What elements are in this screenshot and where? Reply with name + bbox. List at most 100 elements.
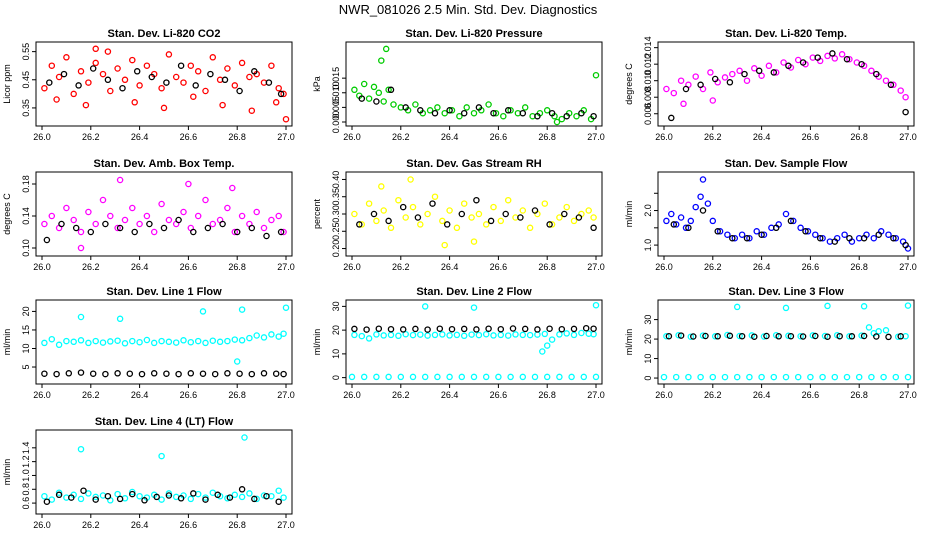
- data-point: [521, 104, 529, 111]
- data-point: [402, 214, 409, 221]
- data-point: [531, 207, 539, 214]
- data-point: [738, 332, 746, 340]
- data-point: [831, 238, 839, 245]
- data-point: [790, 217, 797, 225]
- data-point: [41, 220, 48, 228]
- data-point: [385, 217, 392, 225]
- data-point: [690, 333, 697, 340]
- data-point: [143, 336, 151, 344]
- data-point: [663, 85, 670, 93]
- data-point: [121, 76, 129, 84]
- data-point: [875, 231, 882, 238]
- data-point: [216, 338, 224, 346]
- data-point: [729, 234, 736, 242]
- data-point: [475, 104, 483, 111]
- data-point: [902, 108, 909, 116]
- data-point: [685, 224, 692, 232]
- data-point: [590, 325, 597, 332]
- data-point: [180, 337, 187, 344]
- y-tick-label: 0.14: [21, 207, 31, 225]
- data-point: [365, 335, 373, 342]
- data-point: [660, 373, 668, 381]
- data-point: [253, 208, 260, 216]
- series-yellow: [351, 176, 597, 249]
- data-point: [504, 332, 512, 339]
- data-point: [131, 228, 138, 236]
- x-tick-label: 26.0: [655, 132, 673, 142]
- data-point: [558, 325, 566, 333]
- data-point: [402, 104, 409, 111]
- data-point: [158, 452, 165, 460]
- data-point: [185, 180, 192, 188]
- data-point: [772, 69, 780, 76]
- data-point: [755, 67, 763, 75]
- chart-panel-1: Stan. Dev. Li-820 CO2 Licor ppm 26.0 26.2 26…: [2, 28, 295, 142]
- x-tick-label: 26.8: [228, 132, 246, 142]
- data-point: [241, 434, 248, 441]
- data-point: [202, 339, 209, 347]
- series-cyan: [660, 373, 912, 381]
- data-point: [543, 342, 551, 349]
- data-point: [246, 490, 253, 497]
- data-point: [846, 333, 853, 340]
- data-point: [699, 332, 707, 339]
- chart-panel-8: Stan. Dev. Line 2 Flow ml/min 26.0 26.2 26.4…: [312, 286, 605, 400]
- data-point: [236, 370, 243, 377]
- data-point: [738, 231, 746, 238]
- data-point: [573, 112, 580, 120]
- data-point: [504, 196, 512, 204]
- data-point: [897, 87, 904, 94]
- data-point: [107, 87, 114, 95]
- data-point: [55, 341, 63, 349]
- data-point: [724, 231, 731, 238]
- x-tick-label: 26.6: [802, 390, 820, 400]
- y-tick-label: 0.10: [21, 239, 31, 257]
- data-point: [548, 221, 556, 228]
- data-point: [816, 234, 824, 242]
- data-point: [236, 87, 243, 95]
- data-point: [395, 196, 402, 204]
- data-point: [104, 76, 112, 84]
- data-point: [158, 84, 165, 92]
- data-point: [275, 498, 282, 505]
- x-tick-label: 26.8: [538, 132, 556, 142]
- data-point: [360, 373, 368, 381]
- data-point: [231, 336, 239, 343]
- data-point: [885, 333, 892, 341]
- series-cyan: [348, 373, 600, 381]
- data-point: [402, 330, 409, 338]
- data-point: [204, 224, 212, 232]
- data-point: [829, 50, 836, 57]
- data-point: [680, 100, 687, 108]
- series-black: [43, 486, 282, 505]
- data-point: [590, 214, 597, 221]
- data-point: [190, 490, 197, 497]
- data-point: [729, 70, 736, 78]
- data-point: [282, 304, 290, 311]
- y-tick-label: 0: [331, 375, 341, 380]
- chart-panel-2: Stan. Dev. Li-820 Pressure kPa 26.0 26.2 26.…: [312, 28, 605, 142]
- data-point: [356, 221, 363, 228]
- plot-frame: [657, 41, 915, 127]
- data-point: [248, 107, 256, 114]
- series-blue: [663, 176, 912, 252]
- data-point: [202, 494, 209, 501]
- data-point: [63, 337, 70, 345]
- data-point: [458, 373, 466, 381]
- data-point: [711, 333, 719, 340]
- x-tick-label: 26.6: [490, 390, 508, 400]
- data-point: [231, 491, 239, 499]
- data-point: [387, 224, 395, 232]
- data-point: [272, 99, 280, 106]
- chart-title: Stan. Dev. Line 3 Flow: [728, 286, 844, 298]
- data-point: [439, 331, 446, 338]
- series-red: [41, 45, 290, 123]
- data-point: [446, 332, 453, 339]
- data-point: [699, 207, 707, 214]
- x-tick-label: 27.0: [277, 390, 295, 400]
- data-point: [238, 486, 246, 493]
- data-point: [275, 84, 282, 92]
- data-point: [87, 228, 95, 236]
- data-point: [375, 89, 383, 97]
